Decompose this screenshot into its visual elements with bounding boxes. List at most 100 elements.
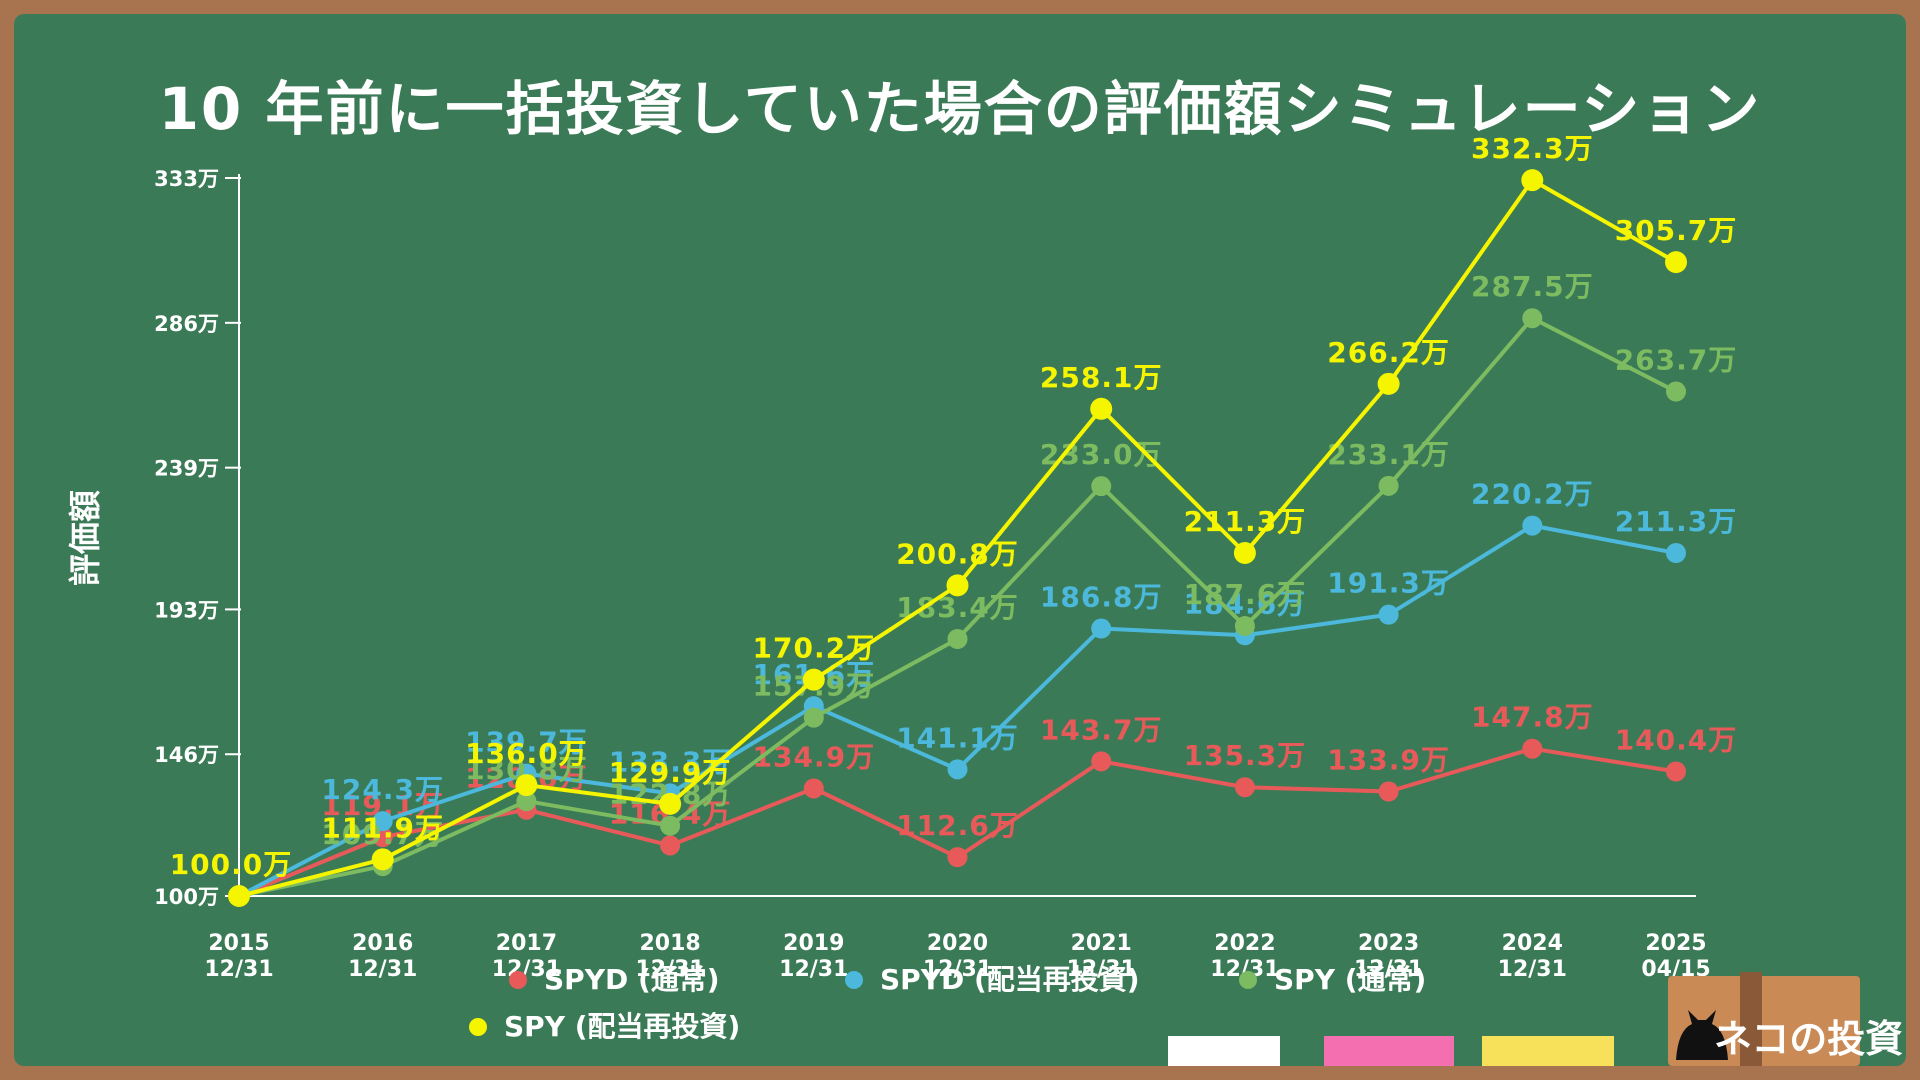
x-tick-label-date: 12/31 [204, 957, 273, 982]
y-tick-label: 146万 [154, 743, 219, 767]
data-label: 211.3万 [1184, 505, 1307, 538]
data-label: 124.3万 [321, 773, 444, 806]
legend-marker [845, 971, 863, 989]
data-point [1091, 751, 1112, 772]
data-point [947, 847, 968, 868]
data-point [1522, 515, 1543, 536]
x-tick-label-year: 2017 [496, 931, 557, 956]
data-point [660, 815, 681, 836]
x-tick-label-year: 2015 [208, 931, 269, 956]
data-label: 263.7万 [1615, 344, 1738, 377]
x-tick-label-date: 12/31 [1067, 957, 1136, 982]
data-point [1377, 372, 1400, 395]
data-label: 133.3万 [609, 745, 732, 778]
data-point [1090, 397, 1113, 420]
data-point [947, 759, 968, 780]
data-point [1666, 761, 1686, 782]
data-point [1378, 475, 1399, 496]
logo-text: ネコの投資 [1714, 1017, 1903, 1061]
data-point [516, 791, 537, 812]
data-label: 191.3万 [1327, 567, 1450, 600]
y-tick-label: 286万 [154, 312, 219, 336]
data-point [1378, 781, 1399, 802]
y-tick-label: 333万 [154, 167, 219, 191]
x-tick-label-year: 2025 [1645, 931, 1706, 956]
data-label: 134.9万 [753, 740, 876, 773]
chart-title: 10 年前に一括投資していた場合の評価額シミュレーション [158, 75, 1762, 143]
data-label: 143.7万 [1040, 713, 1163, 746]
data-point [1666, 381, 1686, 402]
data-label: 187.6万 [1184, 578, 1307, 611]
data-point [371, 848, 394, 871]
data-point [803, 778, 824, 799]
line-chart: 100万146万193万239万286万333万評価額201512/312016… [66, 132, 1903, 1066]
data-point [1665, 251, 1687, 274]
legend-marker [509, 971, 527, 989]
legend-marker [469, 1018, 487, 1036]
x-tick-label-year: 2022 [1214, 931, 1275, 956]
data-point [1091, 618, 1112, 639]
data-point [1522, 308, 1543, 329]
x-tick-label-date: 12/31 [923, 957, 992, 982]
data-point [1091, 476, 1112, 497]
x-tick-label-date: 12/31 [779, 957, 848, 982]
data-point [1666, 543, 1686, 564]
cat-icon [1676, 1010, 1728, 1060]
data-label: 233.1万 [1327, 438, 1450, 471]
data-label: 332.3万 [1471, 132, 1594, 165]
data-label: 139.7万 [465, 726, 588, 759]
data-label: 129.9万 [609, 756, 732, 789]
data-label: 135.3万 [1184, 739, 1307, 772]
data-point [946, 574, 969, 597]
data-label: 305.7万 [1615, 214, 1738, 247]
data-point [1522, 738, 1543, 759]
legend-label: SPYD (通常) [544, 963, 720, 996]
logo-stripe [1740, 972, 1762, 1066]
data-label: 258.1万 [1040, 361, 1163, 394]
data-label: 147.8万 [1471, 701, 1594, 734]
data-label: 220.2万 [1471, 478, 1594, 511]
data-point [803, 707, 824, 728]
data-label: 100.0万 [170, 848, 293, 881]
data-point [802, 668, 825, 691]
chalk-yellow [1482, 1036, 1614, 1066]
x-tick-label-year: 2023 [1358, 931, 1419, 956]
data-label: 184.6万 [1184, 587, 1307, 620]
x-tick-label-year: 2016 [352, 931, 413, 956]
data-point [1378, 604, 1399, 625]
x-tick-label-date: 12/31 [1354, 957, 1423, 982]
y-tick-label: 100万 [154, 885, 219, 909]
legend-label: SPYD (配当再投資) [880, 963, 1140, 996]
data-label: 287.5万 [1471, 270, 1594, 303]
data-point [1234, 777, 1255, 798]
chalk-pink [1324, 1036, 1454, 1066]
data-label: 183.4万 [896, 591, 1019, 624]
data-point [660, 835, 681, 856]
data-label: 136.0万 [465, 737, 588, 770]
data-label: 233.0万 [1040, 438, 1163, 471]
y-tick-label: 193万 [154, 598, 219, 622]
data-point [228, 885, 250, 907]
data-label: 170.2万 [753, 632, 876, 665]
data-point [659, 792, 682, 815]
x-tick-label-date: 12/31 [1498, 957, 1567, 982]
data-label: 266.2万 [1327, 336, 1450, 369]
data-label: 141.1万 [896, 721, 1019, 754]
data-point [1234, 616, 1255, 637]
data-point [372, 827, 393, 848]
legend-label: SPY (配当再投資) [504, 1010, 740, 1043]
y-tick-label: 239万 [154, 457, 219, 481]
data-label: 112.6万 [896, 809, 1019, 842]
data-point [947, 628, 968, 649]
data-label: 186.8万 [1040, 581, 1163, 614]
data-label: 140.4万 [1615, 724, 1738, 757]
x-tick-label-year: 2018 [639, 931, 700, 956]
x-tick-label-year: 2024 [1502, 931, 1563, 956]
data-point [1233, 542, 1256, 565]
data-point [515, 774, 538, 797]
data-point [1521, 169, 1544, 192]
data-label: 211.3万 [1615, 505, 1738, 538]
chalk-white [1168, 1036, 1280, 1066]
legend-marker [1239, 971, 1257, 989]
x-tick-label-year: 2021 [1071, 931, 1132, 956]
